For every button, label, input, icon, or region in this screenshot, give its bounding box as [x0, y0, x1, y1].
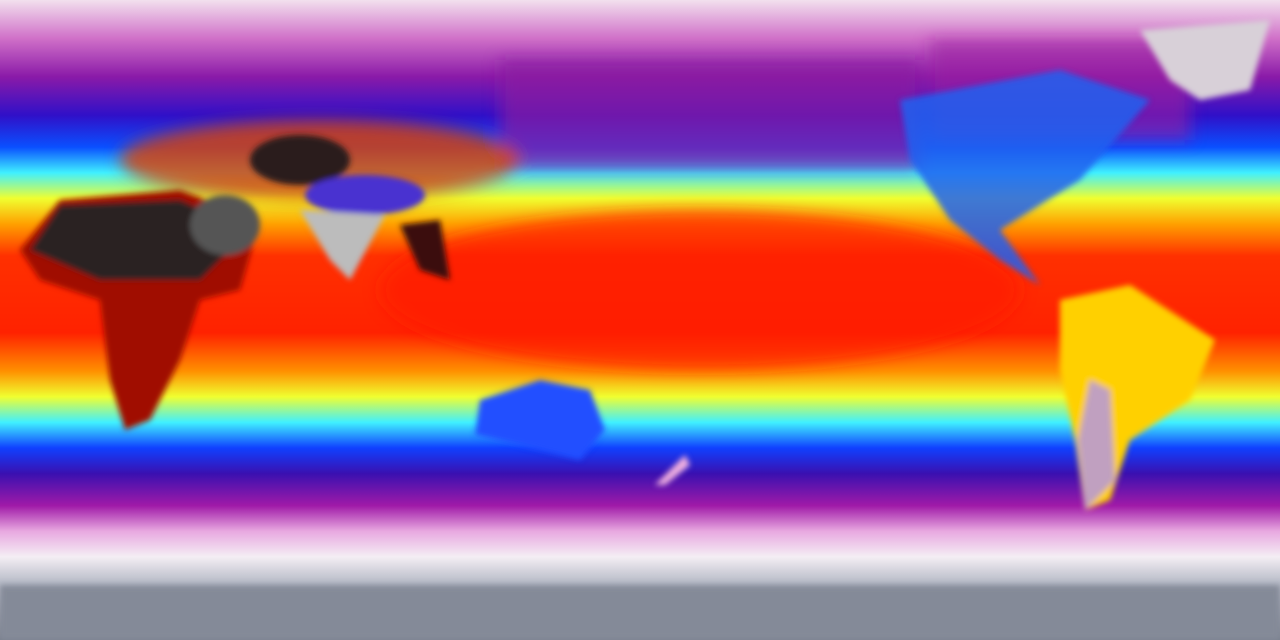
middle-east [190, 195, 260, 255]
india [300, 210, 385, 280]
antarctica [0, 585, 1280, 640]
andes [1078, 380, 1115, 510]
arctic-purple [500, 60, 920, 170]
central-asia-desert [250, 135, 350, 185]
new-zealand [655, 455, 690, 485]
southeast-asia [400, 220, 450, 280]
west-pacific-warm [380, 210, 1020, 370]
tibetan-plateau [305, 175, 425, 215]
north-america [900, 70, 1150, 285]
australia [475, 380, 605, 460]
greenland [1140, 20, 1270, 100]
